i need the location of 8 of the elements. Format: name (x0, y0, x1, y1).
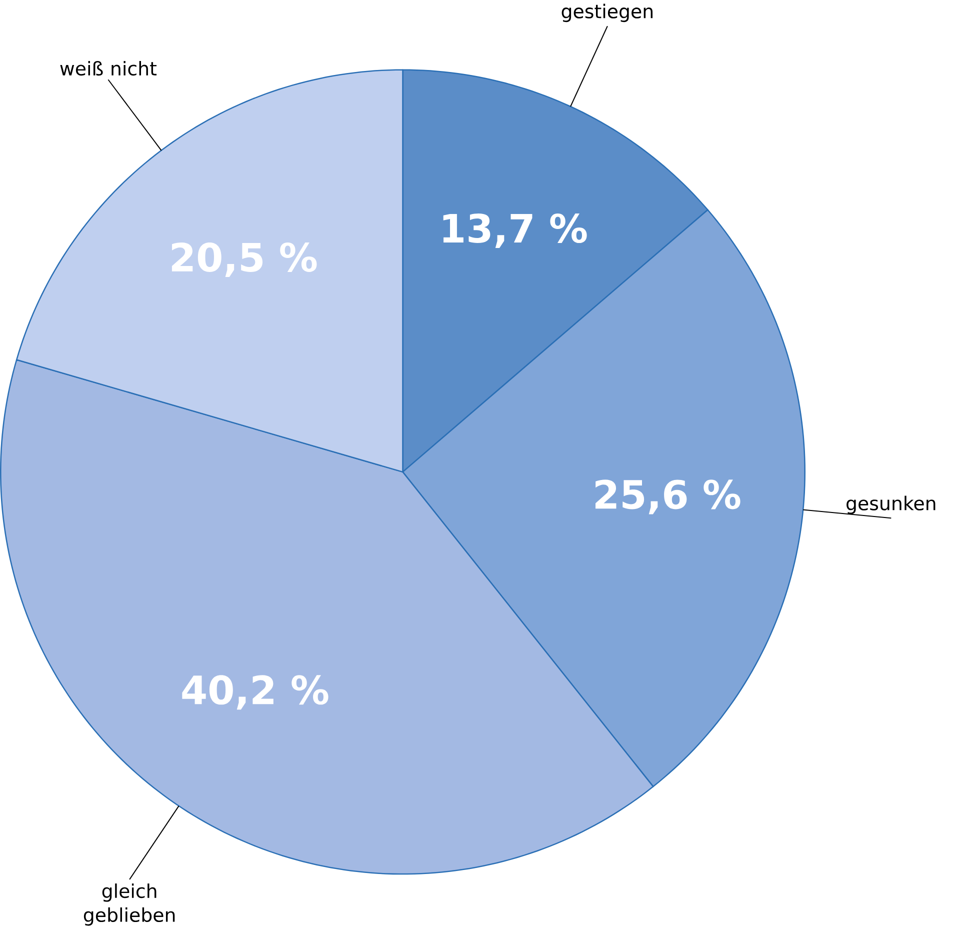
data-label: 25,6 % (596, 479, 740, 514)
data-label: 40,2 % (182, 674, 328, 710)
slice-label: gestiegen (562, 4, 653, 22)
data-label: 20,5 % (172, 242, 317, 277)
slice-label: gleich geblieben (84, 883, 175, 926)
data-label: 13,7 % (443, 213, 587, 248)
slice-label: weiß nicht (60, 60, 157, 76)
slice-label: gesunken (846, 496, 936, 514)
